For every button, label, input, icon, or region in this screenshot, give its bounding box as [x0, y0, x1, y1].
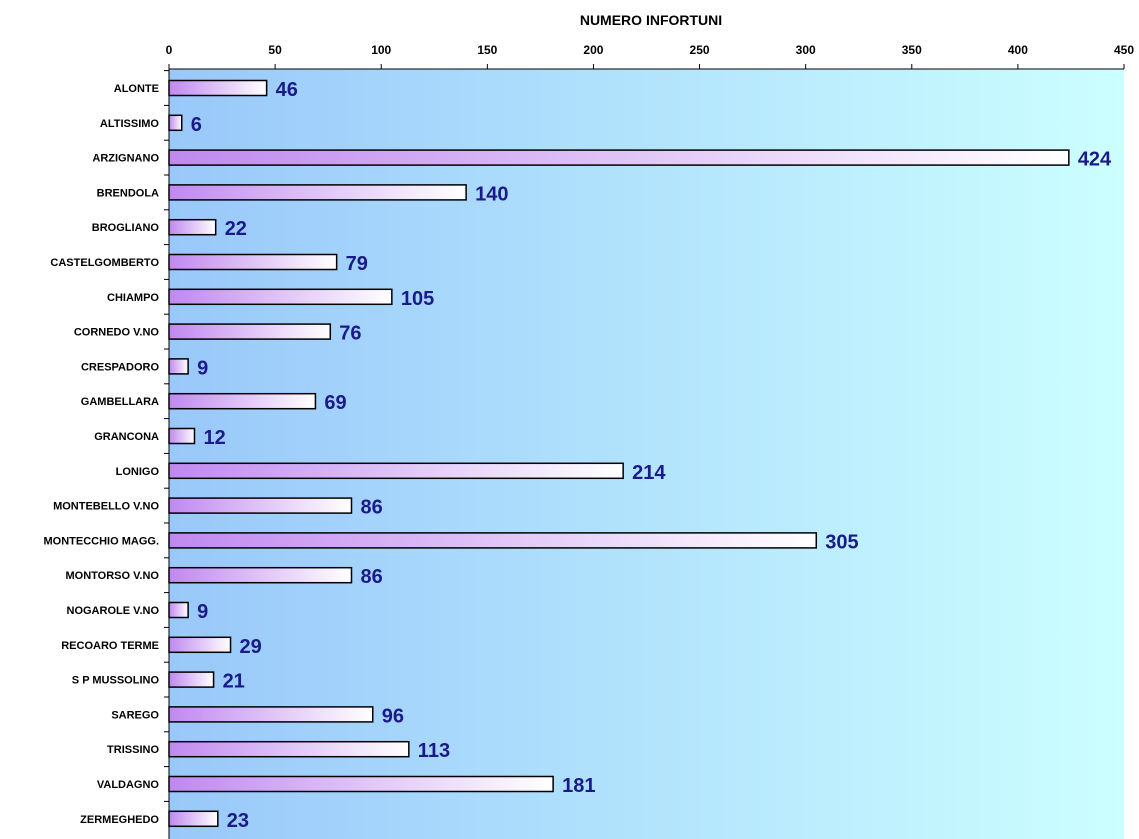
bar: [168, 358, 189, 375]
value-label: 6: [191, 114, 202, 136]
value-label: 86: [361, 497, 383, 519]
category-label: MONTEBELLO V.NO: [53, 501, 159, 513]
category-label: CRESPADORO: [81, 361, 159, 373]
value-label: 105: [401, 288, 434, 310]
value-label: 29: [240, 636, 262, 658]
x-tick-label: 50: [268, 43, 282, 57]
bar: [168, 706, 374, 723]
bar: [168, 114, 183, 132]
bar: [168, 184, 467, 201]
x-tick-label: 100: [371, 43, 391, 57]
category-label: NOGAROLE V.NO: [67, 605, 160, 617]
x-tick-label: 350: [902, 43, 922, 57]
value-label: 46: [276, 79, 298, 101]
value-labels: 46 6 424 140 22 79 105 76 9 69 12 214 86 305 86 9 29 21 96…: [191, 79, 1112, 832]
category-label: MONTORSO V.NO: [65, 570, 159, 582]
bars: [168, 79, 1070, 828]
x-tick-label: 0: [166, 43, 173, 57]
bar: [168, 810, 219, 828]
value-label: 9: [197, 601, 208, 623]
category-label: GRANCONA: [94, 431, 159, 443]
x-tick-label: 150: [477, 43, 497, 57]
value-label: 76: [339, 323, 361, 345]
category-label: CASTELGOMBERTO: [50, 257, 159, 269]
category-label: ZERMEGHEDO: [80, 814, 159, 826]
x-axis: 0 50 100 150 200 250 300 350 400 450: [164, 43, 1134, 839]
x-tick-label: 250: [690, 43, 710, 57]
value-label: 12: [203, 427, 225, 449]
bar: [168, 497, 353, 514]
x-tick-label: 300: [796, 43, 816, 57]
value-label: 424: [1078, 149, 1112, 171]
category-label: CORNEDO V.NO: [74, 327, 160, 339]
category-label: VALDAGNO: [97, 779, 160, 791]
bar: [168, 532, 818, 549]
value-label: 113: [418, 740, 450, 762]
bar: [168, 566, 353, 584]
category-label: RECOARO TERME: [61, 640, 159, 652]
value-label: 9: [197, 357, 208, 379]
value-label: 140: [475, 183, 508, 205]
category-label: SAREGO: [111, 709, 159, 721]
category-label: ALTISSIMO: [100, 118, 160, 130]
bar: [168, 775, 554, 793]
category-label: CHIAMPO: [107, 292, 159, 304]
category-label: BRENDOLA: [97, 187, 159, 199]
value-label: 23: [227, 810, 249, 832]
bar: [168, 740, 410, 758]
bar: [168, 323, 332, 340]
category-label: MONTECCHIO MAGG.: [44, 535, 160, 547]
bar: [168, 392, 317, 410]
category-label: BROGLIANO: [92, 222, 160, 234]
bar: [168, 427, 196, 445]
x-tick-label: 200: [583, 43, 603, 57]
category-label: ARZIGNANO: [92, 153, 159, 165]
bar: [168, 253, 338, 271]
x-tick-label: 450: [1114, 43, 1134, 57]
bar: [168, 79, 268, 97]
category-label: S P MUSSOLINO: [72, 675, 160, 687]
value-label: 86: [361, 566, 383, 588]
category-label: LONIGO: [116, 466, 160, 478]
value-label: 305: [825, 531, 858, 553]
bar: [168, 636, 232, 654]
category-label: TRISSINO: [107, 744, 159, 756]
value-label: 79: [346, 253, 368, 275]
bar: [168, 462, 624, 480]
category-labels: ALONTE ALTISSIMO ARZIGNANO BRENDOLA BROGLIAN…: [44, 83, 160, 826]
bar: [168, 149, 1070, 166]
bar: [168, 601, 189, 619]
bar: [168, 288, 393, 306]
value-label: 96: [382, 705, 404, 727]
chart-title: NUMERO INFORTUNI: [580, 12, 722, 28]
x-tick-label: 400: [1008, 43, 1028, 57]
category-label: GAMBELLARA: [81, 396, 159, 408]
value-label: 69: [324, 392, 346, 414]
category-label: ALONTE: [114, 83, 159, 95]
bar: [168, 671, 215, 688]
bar: [168, 218, 217, 236]
value-label: 181: [562, 775, 595, 797]
value-label: 214: [632, 462, 666, 484]
value-label: 21: [223, 671, 245, 693]
value-label: 22: [225, 218, 247, 240]
